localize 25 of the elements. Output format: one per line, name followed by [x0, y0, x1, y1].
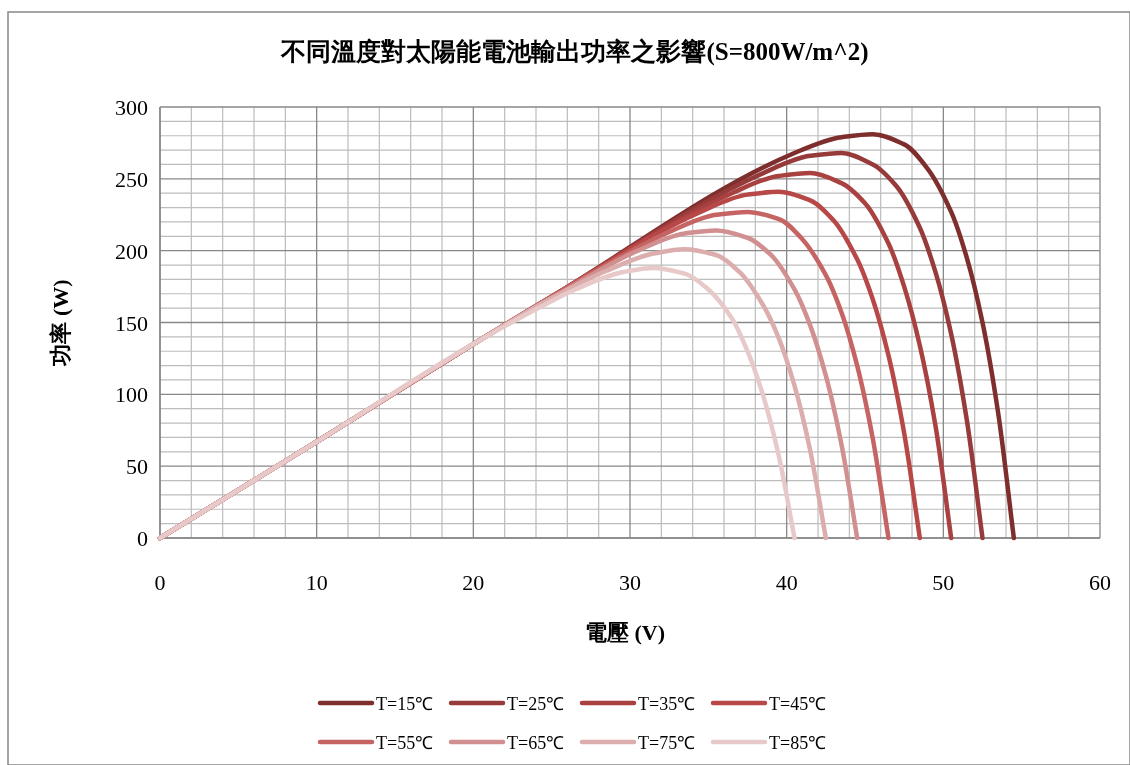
legend-label: T=65℃	[507, 733, 565, 753]
legend-label: T=75℃	[638, 733, 696, 753]
legend-label: T=55℃	[376, 733, 434, 753]
x-tick-label: 10	[305, 570, 328, 595]
y-axis-title: 功率 (W)	[48, 279, 73, 367]
y-tick-label: 150	[115, 310, 148, 336]
y-tick-label: 0	[137, 526, 148, 551]
x-tick-label: 40	[775, 570, 798, 595]
y-tick-label: 100	[115, 382, 148, 408]
x-tick-label: 0	[154, 570, 166, 595]
legend-label: T=45℃	[769, 694, 827, 714]
x-axis-title: 電壓 (V)	[584, 620, 666, 645]
x-tick-label: 60	[1089, 570, 1111, 595]
x-tick-label: 50	[932, 570, 955, 595]
y-tick-label: 300	[115, 95, 148, 120]
y-tick-label: 200	[115, 238, 148, 264]
legend-label: T=85℃	[769, 733, 827, 753]
legend-label: T=35℃	[638, 694, 696, 714]
y-tick-label: 250	[115, 166, 148, 192]
x-tick-label: 30	[619, 570, 641, 595]
chart-title: 不同溫度對太陽能電池輸出功率之影響(S=800W/m^2)	[280, 38, 869, 66]
x-tick-label: 20	[462, 570, 485, 595]
legend-label: T=15℃	[376, 694, 434, 714]
legend-label: T=25℃	[507, 694, 565, 714]
y-tick-label: 50	[126, 454, 148, 480]
